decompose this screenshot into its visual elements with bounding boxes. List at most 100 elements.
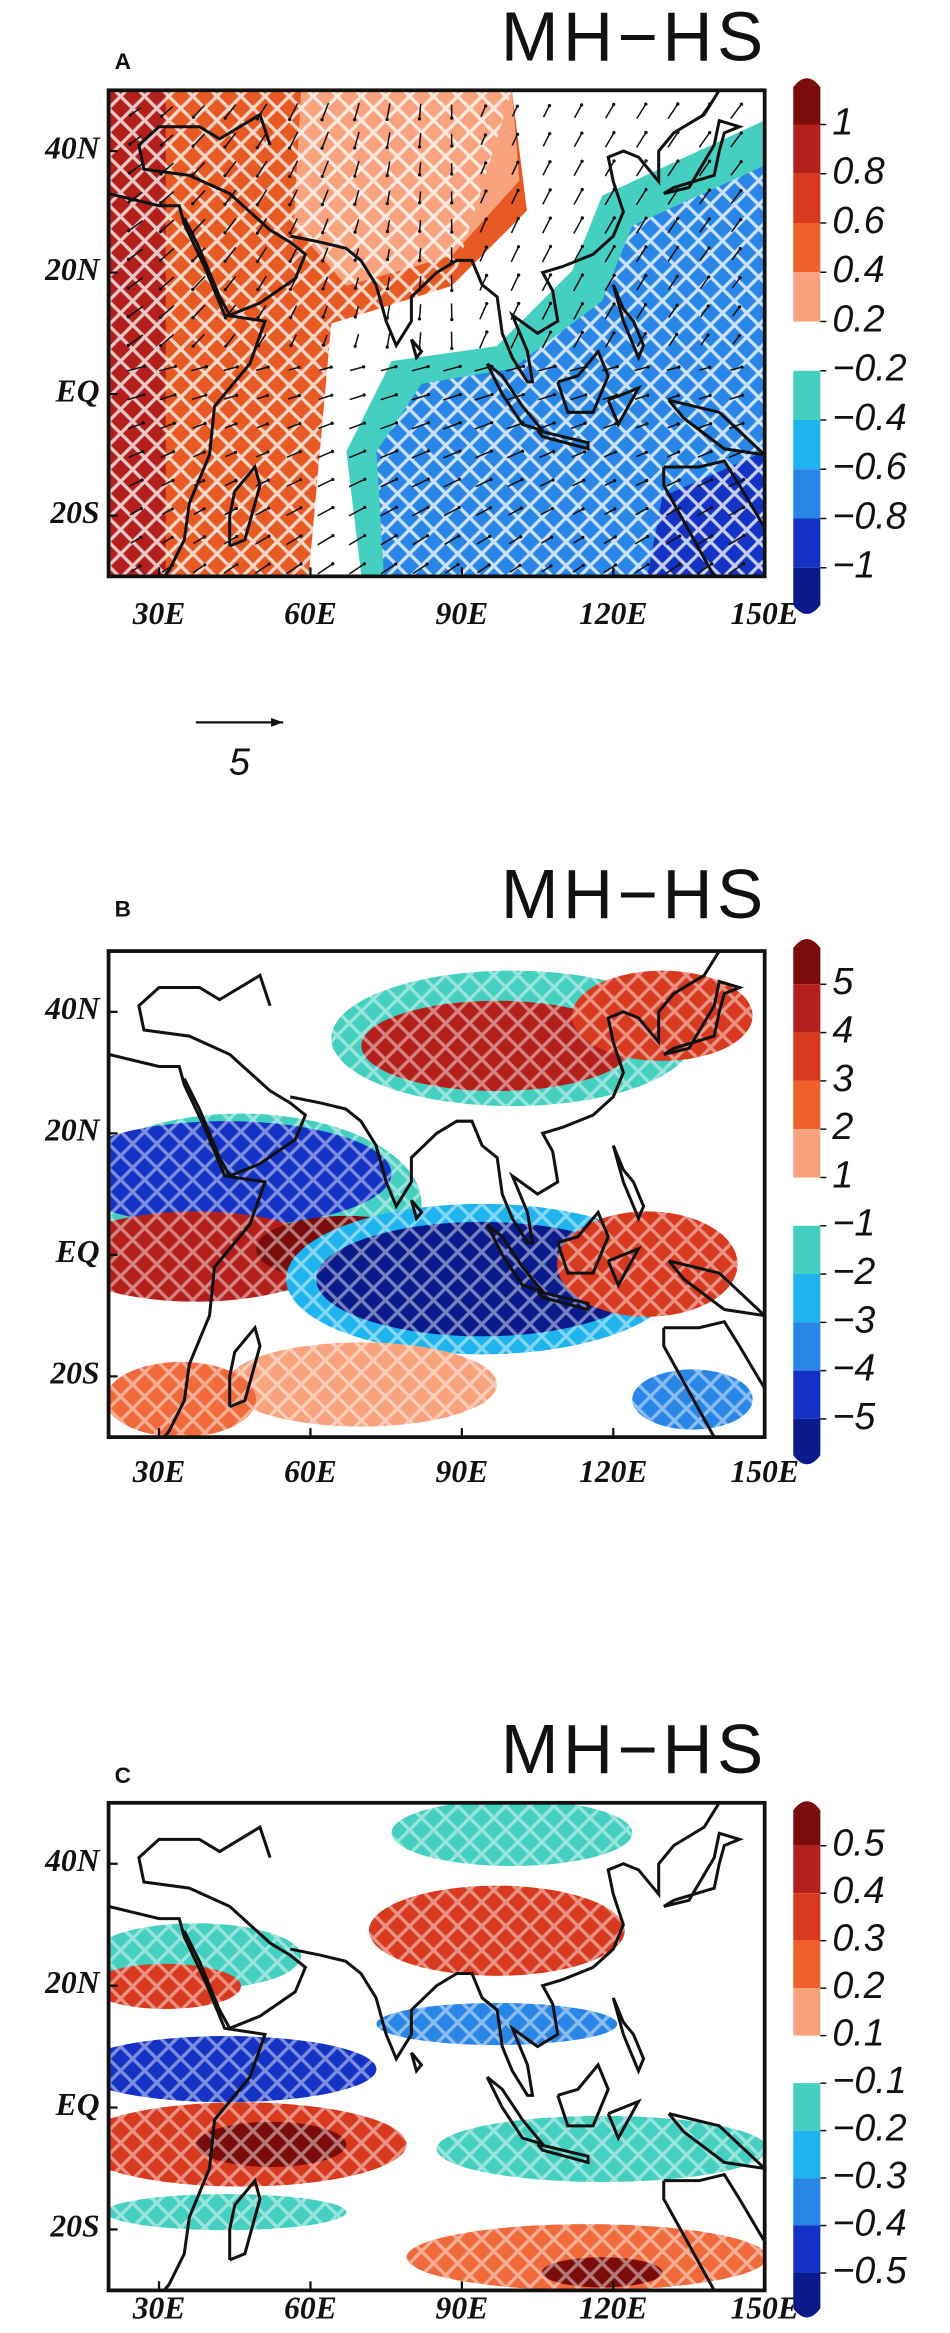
- wind-arrowhead: [644, 188, 647, 191]
- wind-arrowhead: [191, 144, 194, 147]
- wind-arrowhead: [330, 365, 333, 368]
- wind-arrowhead: [127, 258, 130, 261]
- wind-arrowhead: [458, 478, 461, 481]
- wind-arrowhead: [321, 259, 324, 262]
- y-tick-label: 20N: [44, 1113, 101, 1148]
- wind-arrowhead: [353, 231, 356, 234]
- wind-arrowhead: [320, 118, 323, 121]
- wind-arrowhead: [739, 189, 742, 192]
- wind-arrowhead: [645, 479, 648, 482]
- colorbar-label: −1: [832, 544, 875, 586]
- wind-arrowhead: [223, 203, 226, 206]
- wind-arrowhead: [644, 332, 647, 335]
- wind-arrowhead: [518, 564, 521, 567]
- wind-arrowhead: [459, 393, 462, 396]
- colorbar-segment: [793, 1988, 820, 2035]
- colorbar-label: 0.2: [832, 1964, 884, 2006]
- wind-arrowhead: [613, 245, 616, 248]
- wind-arrow: [420, 248, 421, 260]
- wind-arrowhead: [552, 421, 555, 424]
- wind-arrowhead: [676, 422, 679, 425]
- y-tick-label: 40N: [44, 991, 101, 1026]
- wind-arrowhead: [202, 507, 205, 510]
- y-tick-label: 20S: [49, 2209, 99, 2244]
- wind-arrowhead: [394, 534, 397, 537]
- x-tick-label: 150E: [730, 596, 798, 631]
- wind-arrowhead: [675, 304, 678, 307]
- wind-arrowhead: [738, 276, 741, 279]
- wind-arrowhead: [235, 394, 238, 397]
- wind-arrowhead: [489, 478, 492, 481]
- x-tick-label: 150E: [730, 2291, 798, 2326]
- colorbar-label: 0.5: [832, 1822, 885, 1864]
- wind-arrowhead: [485, 274, 488, 277]
- wind-arrowhead: [551, 478, 554, 481]
- wind-arrowhead: [710, 478, 713, 481]
- wind-arrowhead: [418, 230, 421, 233]
- colorbar-label: 0.4: [832, 248, 884, 290]
- colorbar-segment: [793, 1129, 820, 1177]
- wind-arrowhead: [256, 175, 259, 178]
- wind-arrowhead: [710, 534, 713, 537]
- wind-arrowhead: [485, 302, 488, 305]
- wind-arrowhead: [142, 393, 145, 396]
- wind-arrowhead: [266, 422, 269, 425]
- wind-arrowhead: [385, 118, 388, 121]
- wind-arrowhead: [288, 146, 291, 149]
- wind-arrowhead: [644, 159, 647, 162]
- y-tick-label: 40N: [44, 130, 101, 165]
- wind-arrowhead: [362, 393, 365, 396]
- colorbar-segment: [793, 124, 820, 173]
- wind-arrowhead: [678, 563, 681, 566]
- wind-arrowhead: [223, 145, 226, 148]
- colorbar-segment: [793, 984, 820, 1032]
- wind-arrowhead: [450, 201, 453, 204]
- colorbar-segment: [793, 568, 820, 614]
- wind-arrowhead: [363, 478, 366, 481]
- wind-arrowhead: [418, 145, 421, 148]
- wind-arrowhead: [288, 175, 291, 178]
- colorbar-segment: [793, 2036, 820, 2083]
- colorbar-label: −3: [832, 1298, 875, 1340]
- wind-arrowhead: [321, 203, 324, 206]
- x-tick-label: 120E: [579, 1454, 647, 1489]
- wind-arrowhead: [234, 422, 237, 425]
- wind-arrowhead: [487, 563, 490, 566]
- wind-arrowhead: [612, 302, 615, 305]
- wind-arrowhead: [516, 161, 519, 164]
- wind-arrowhead: [418, 201, 421, 204]
- wind-arrowhead: [127, 286, 130, 289]
- wind-arrowhead: [676, 159, 679, 162]
- wind-arrowhead: [205, 365, 208, 368]
- wind-arrowhead: [288, 118, 291, 121]
- wind-arrowhead: [644, 303, 647, 306]
- wind-arrowhead: [143, 365, 146, 368]
- wind-arrowhead: [708, 366, 711, 369]
- x-tick-label: 120E: [579, 596, 647, 631]
- wind-arrowhead: [267, 563, 270, 566]
- wind-arrowhead: [677, 450, 680, 453]
- wind-arrowhead: [484, 104, 487, 107]
- wind-arrowhead: [394, 365, 397, 368]
- wind-arrowhead: [159, 287, 162, 290]
- wind-arrowhead: [676, 102, 679, 105]
- wind-arrowhead: [516, 105, 519, 108]
- wind-arrowhead: [646, 563, 649, 566]
- wind-arrowhead: [742, 562, 745, 565]
- wind-arrowhead: [160, 115, 163, 118]
- x-tick-label: 90E: [436, 2291, 489, 2326]
- colorbar-segment: [793, 1801, 820, 1845]
- wind-arrowhead: [580, 103, 583, 106]
- wind-arrowhead: [548, 104, 551, 107]
- wind-arrowhead: [613, 507, 616, 510]
- panel-label: A: [115, 49, 131, 74]
- wind-arrowhead: [386, 346, 389, 349]
- y-tick-label: EQ: [55, 1234, 100, 1269]
- wind-arrowhead: [425, 563, 428, 566]
- colorbar-segment: [793, 2273, 820, 2317]
- wind-arrowhead: [191, 316, 194, 319]
- colorbar-label: −0.2: [832, 347, 906, 389]
- wind-arrowhead: [322, 315, 325, 318]
- colorbar-label: 1: [832, 100, 853, 142]
